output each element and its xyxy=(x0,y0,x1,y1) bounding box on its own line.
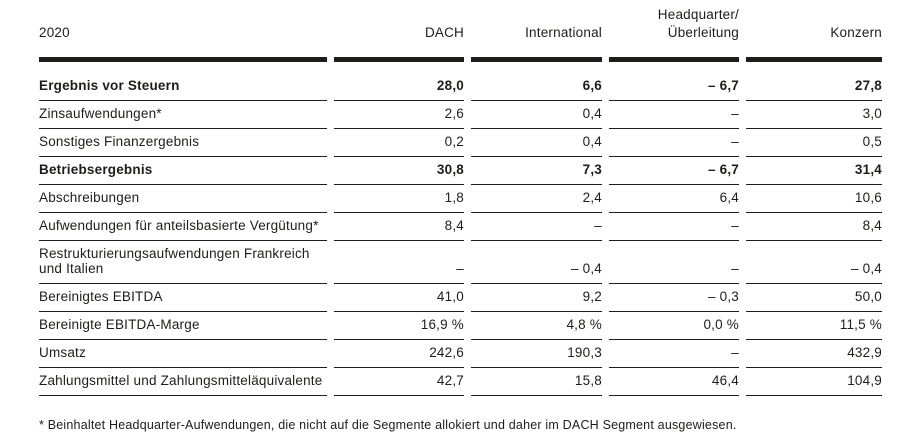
value-headquarter: – xyxy=(609,340,739,368)
row-anteilsbasierte-verguetung: Aufwendungen für anteilsbasierte Vergütu… xyxy=(39,213,882,241)
value-international: 0,4 xyxy=(471,129,602,157)
table-footnote: * Beinhaltet Headquarter-Aufwendungen, d… xyxy=(39,418,737,432)
value-international: 9,2 xyxy=(471,284,602,312)
row-bereinigte-ebitda-marge: Bereinigte EBITDA-Marge 16,9 % 4,8 % 0,0… xyxy=(39,312,882,340)
value-international: 4,8 % xyxy=(471,312,602,340)
header-rule xyxy=(334,57,464,62)
value-international: – 0,4 xyxy=(471,256,602,284)
row-label: Betriebsergebnis xyxy=(39,157,327,185)
column-header-dach: DACH xyxy=(424,25,464,40)
row-ergebnis-vor-steuern: Ergebnis vor Steuern 28,0 6,6 – 6,7 27,8 xyxy=(39,62,882,101)
value-dach: 16,9 % xyxy=(334,312,464,340)
segment-table: 2020 DACH International Headquarter/ Übe… xyxy=(39,0,882,433)
column-header-headquarter-ueberleitung: Headquarter/ Überleitung xyxy=(657,7,739,40)
value-konzern: 3,0 xyxy=(746,101,882,129)
row-label: Bereinigtes EBITDA xyxy=(39,284,327,312)
value-dach: 242,6 xyxy=(334,340,464,368)
value-konzern: 50,0 xyxy=(746,284,882,312)
value-dach: – xyxy=(334,256,464,284)
value-headquarter: – 6,7 xyxy=(609,157,739,185)
value-konzern: 432,9 xyxy=(746,340,882,368)
value-dach: 42,7 xyxy=(334,368,464,396)
value-headquarter: 46,4 xyxy=(609,368,739,396)
row-sonstiges-finanzergebnis: Sonstiges Finanzergebnis 0,2 0,4 – 0,5 xyxy=(39,129,882,157)
value-konzern: – 0,4 xyxy=(746,256,882,284)
row-label: Restrukturierungsaufwendungen Frankreich… xyxy=(39,241,327,284)
value-dach: 1,8 xyxy=(334,185,464,213)
value-headquarter: – xyxy=(609,129,739,157)
header-rule-row xyxy=(39,57,882,62)
row-umsatz: Umsatz 242,6 190,3 – 432,9 xyxy=(39,340,882,368)
header-rule xyxy=(471,57,602,62)
row-bereinigtes-ebitda: Bereinigtes EBITDA 41,0 9,2 – 0,3 50,0 xyxy=(39,284,882,312)
row-zinsaufwendungen: Zinsaufwendungen* 2,6 0,4 – 3,0 xyxy=(39,101,882,129)
row-label: Zinsaufwendungen* xyxy=(39,101,327,129)
row-label: Bereinigte EBITDA-Marge xyxy=(39,312,327,340)
row-betriebsergebnis: Betriebsergebnis 30,8 7,3 – 6,7 31,4 xyxy=(39,157,882,185)
value-international: 7,3 xyxy=(471,157,602,185)
value-headquarter: 0,0 % xyxy=(609,312,739,340)
value-headquarter: – xyxy=(609,256,739,284)
value-international: 190,3 xyxy=(471,340,602,368)
value-konzern: 10,6 xyxy=(746,185,882,213)
row-label: Ergebnis vor Steuern xyxy=(39,62,327,101)
value-headquarter: 6,4 xyxy=(609,185,739,213)
table-header-row: 2020 DACH International Headquarter/ Übe… xyxy=(39,0,882,42)
value-konzern: 0,5 xyxy=(746,129,882,157)
column-header-konzern: Konzern xyxy=(830,25,882,40)
value-dach: 0,2 xyxy=(334,129,464,157)
value-international: 15,8 xyxy=(471,368,602,396)
column-header-international: International xyxy=(525,25,602,40)
value-headquarter: – xyxy=(609,213,739,241)
value-konzern: 27,8 xyxy=(746,62,882,101)
header-rule xyxy=(609,57,739,62)
row-restrukturierungsaufwendungen: Restrukturierungsaufwendungen Frankreich… xyxy=(39,241,882,284)
value-headquarter: – 0,3 xyxy=(609,284,739,312)
row-abschreibungen: Abschreibungen 1,8 2,4 6,4 10,6 xyxy=(39,185,882,213)
value-dach: 2,6 xyxy=(334,101,464,129)
row-label: Umsatz xyxy=(39,340,327,368)
header-rule xyxy=(746,57,882,62)
row-label: Abschreibungen xyxy=(39,185,327,213)
value-international: 6,6 xyxy=(471,62,602,101)
value-konzern: 104,9 xyxy=(746,368,882,396)
value-dach: 30,8 xyxy=(334,157,464,185)
value-international: 0,4 xyxy=(471,101,602,129)
value-headquarter: – 6,7 xyxy=(609,62,739,101)
value-konzern: 8,4 xyxy=(746,213,882,241)
value-dach: 28,0 xyxy=(334,62,464,101)
row-label: Sonstiges Finanzergebnis xyxy=(39,129,327,157)
column-header-year: 2020 xyxy=(39,25,70,40)
row-label: Aufwendungen für anteilsbasierte Vergütu… xyxy=(39,213,327,241)
header-rule xyxy=(39,57,327,62)
row-zahlungsmittel: Zahlungsmittel und Zahlungsmitteläquival… xyxy=(39,368,882,396)
value-headquarter: – xyxy=(609,101,739,129)
value-konzern: 11,5 % xyxy=(746,312,882,340)
value-dach: 41,0 xyxy=(334,284,464,312)
value-international: – xyxy=(471,213,602,241)
value-konzern: 31,4 xyxy=(746,157,882,185)
row-label: Zahlungsmittel und Zahlungsmitteläquival… xyxy=(39,368,327,396)
value-international: 2,4 xyxy=(471,185,602,213)
value-dach: 8,4 xyxy=(334,213,464,241)
